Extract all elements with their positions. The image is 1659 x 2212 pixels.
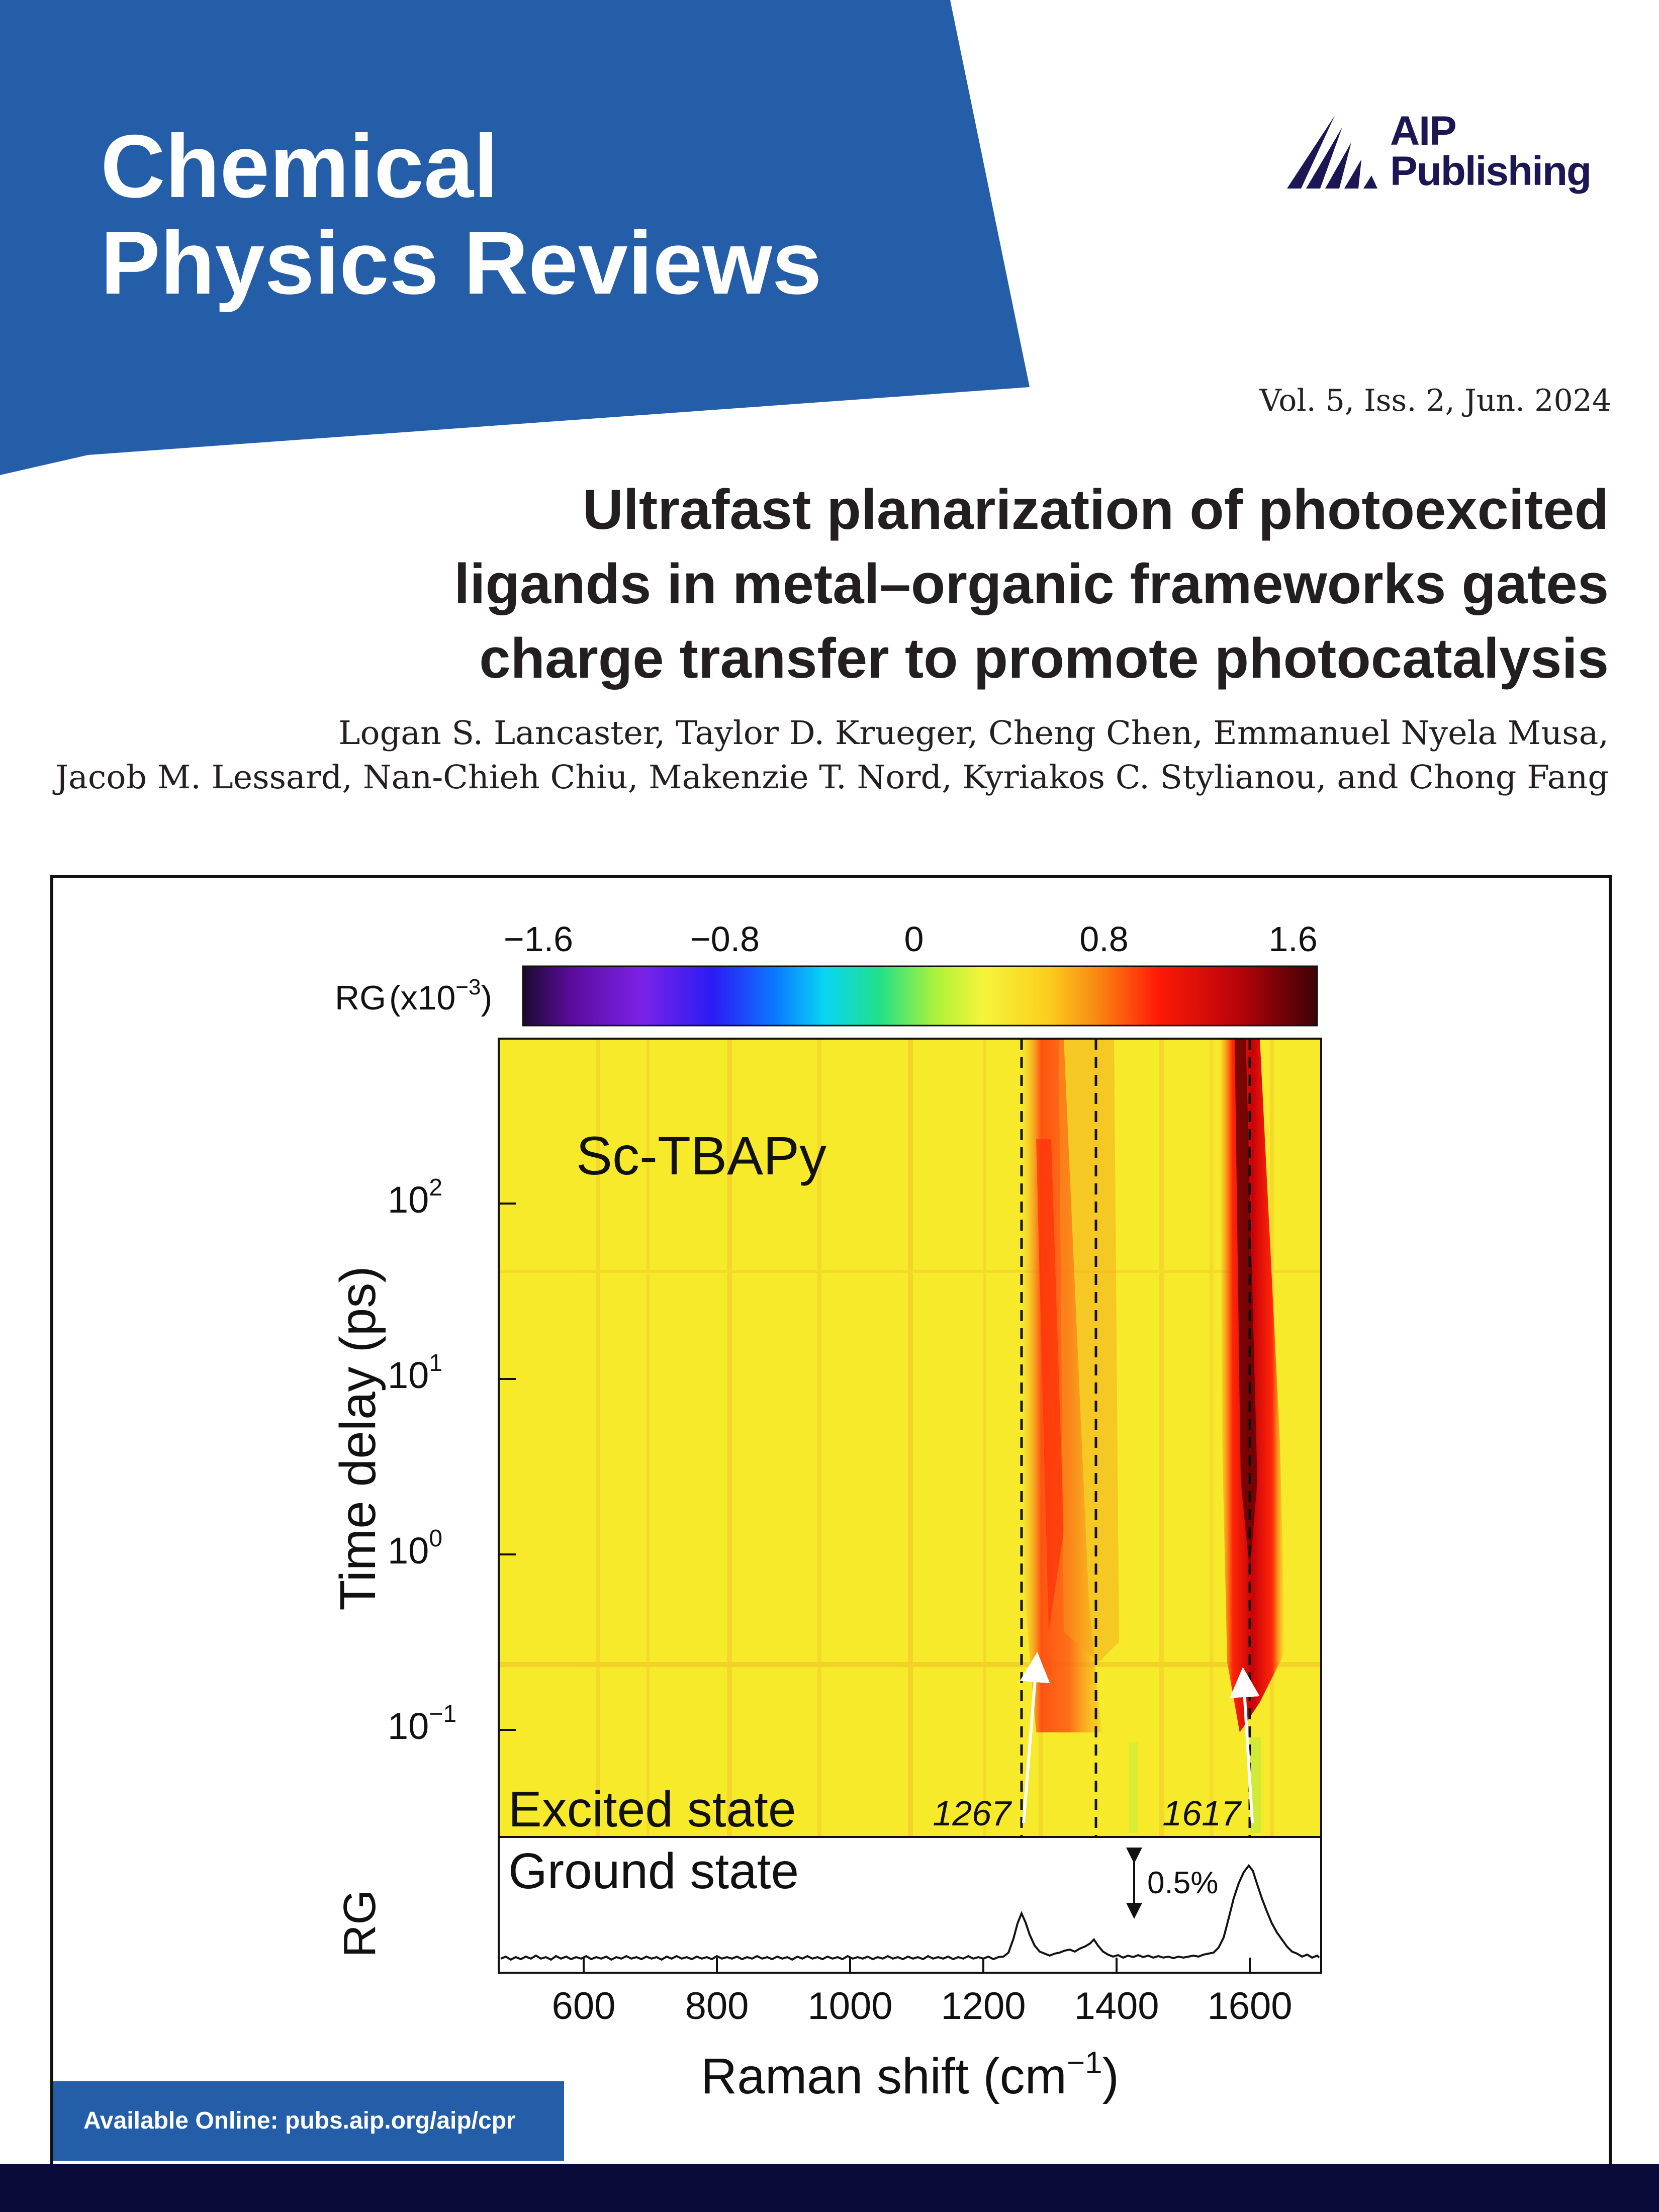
sample-label: Sc-TBAPy bbox=[576, 1125, 826, 1186]
colorbar-tick-label: 1.6 bbox=[1268, 919, 1317, 959]
author-line: Jacob M. Lessard, Nan-Chieh Chiu, Makenz… bbox=[55, 759, 1609, 796]
x-axis-label: Raman shift (cm−1) bbox=[701, 2046, 1119, 2104]
x-major-ticks bbox=[583, 1958, 1251, 1973]
y-axis-label: Time delay (ps) bbox=[330, 1266, 386, 1610]
band-1617-core bbox=[1235, 1039, 1257, 1572]
y-axis: 102 101 100 10−1 Time delay (ps) RG bbox=[330, 1174, 516, 1958]
banner-shape bbox=[0, 0, 1030, 475]
x-tick-label: 1600 bbox=[1207, 1985, 1292, 2027]
ground-state-panel: Ground state 0.5% bbox=[498, 1836, 1322, 1974]
aip-logo-icon bbox=[1287, 116, 1377, 189]
y-tick-label: 102 bbox=[388, 1174, 442, 1221]
x-tick-label: 1400 bbox=[1074, 1985, 1159, 2027]
availability-banner: Available Online: pubs.aip.org/aip/cpr bbox=[53, 2081, 564, 2161]
colorbar-label: RG(x10−3) bbox=[335, 975, 492, 1017]
x-tick-label: 1000 bbox=[807, 1985, 892, 2027]
peak-label: 1267 bbox=[933, 1794, 1012, 1833]
article-title-line: Ultrafast planarization of photoexcited bbox=[582, 478, 1609, 541]
author-line: Logan S. Lancaster, Taylor D. Krueger, C… bbox=[338, 714, 1609, 752]
x-axis: 600 800 1000 1200 1400 1600 Raman shift … bbox=[552, 1958, 1293, 2104]
article-title: Ultrafast planarization of photoexcited … bbox=[201, 473, 1609, 696]
x-tick-label: 1200 bbox=[941, 1985, 1026, 2027]
scale-label: 0.5% bbox=[1147, 1866, 1218, 1900]
peak-label: 1617 bbox=[1162, 1794, 1242, 1833]
colorbar-tick-label: −0.8 bbox=[690, 919, 760, 959]
colorbar-tick-label: 0 bbox=[904, 919, 924, 959]
publisher-name-line: AIP bbox=[1390, 108, 1457, 154]
ground-state-spectrum bbox=[500, 1864, 1320, 1961]
publisher-name: AIP Publishing bbox=[1390, 108, 1592, 194]
band-1267-core bbox=[1036, 1139, 1064, 1632]
colorbar-gradient bbox=[522, 965, 1318, 1027]
journal-title-line: Physics Reviews bbox=[101, 213, 822, 313]
publisher-name-line: Publishing bbox=[1390, 148, 1592, 194]
y-tick-label: 100 bbox=[388, 1525, 442, 1572]
ground-state-label: Ground state bbox=[508, 1843, 799, 1899]
excited-state-label: Excited state bbox=[508, 1781, 796, 1837]
article-title-line: charge transfer to promote photocatalysi… bbox=[479, 627, 1609, 690]
y-tick-label: 10−1 bbox=[388, 1701, 456, 1747]
rg-axis-label: RG bbox=[335, 1890, 385, 1958]
y-tick-label: 101 bbox=[388, 1350, 442, 1396]
ground-state-frame bbox=[498, 1836, 1322, 1974]
journal-title: Chemical Physics Reviews bbox=[101, 118, 1056, 311]
band-1380-shape bbox=[1059, 1039, 1119, 1662]
x-tick-label: 600 bbox=[552, 1985, 616, 2027]
author-list: Logan S. Lancaster, Taylor D. Krueger, C… bbox=[0, 711, 1609, 800]
footer-bar bbox=[0, 2164, 1659, 2212]
y-major-ticks bbox=[499, 1203, 516, 1731]
colorbar-tick-label: 0.8 bbox=[1079, 919, 1128, 959]
raman-figure: RG(x10−3) −1.6 −0.8 0 0.8 1.6 bbox=[330, 919, 1322, 2104]
issue-info: Vol. 5, Iss. 2, Jun. 2024 bbox=[1259, 383, 1611, 418]
heatmap-plot: Sc-TBAPy Excited state 1267 1617 bbox=[498, 1038, 1322, 1969]
article-title-line: ligands in metal–organic frameworks gate… bbox=[454, 552, 1609, 615]
peak-shift-arrow bbox=[1020, 1652, 1050, 1823]
peak-shift-arrow bbox=[1229, 1667, 1260, 1823]
colorbar-tick-label: −1.6 bbox=[504, 919, 573, 959]
green-streak bbox=[1129, 1742, 1138, 1833]
heatmap-background bbox=[499, 1039, 1321, 1837]
colorbar: RG(x10−3) −1.6 −0.8 0 0.8 1.6 bbox=[335, 919, 1318, 1027]
publisher-logo: AIP Publishing bbox=[1287, 108, 1619, 204]
x-tick-label: 800 bbox=[685, 1985, 749, 2027]
journal-banner bbox=[0, 0, 1659, 503]
journal-title-line: Chemical bbox=[101, 116, 499, 216]
